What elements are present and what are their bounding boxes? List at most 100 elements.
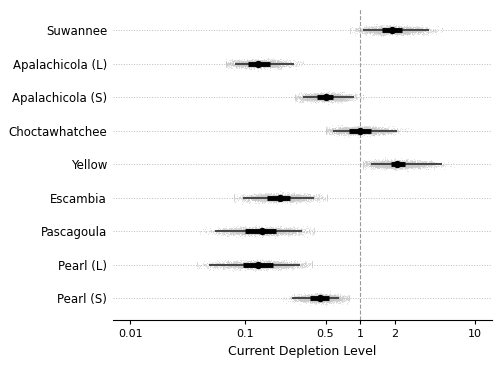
Point <box>326 293 334 299</box>
Point <box>250 229 258 235</box>
Point <box>292 192 300 198</box>
Point <box>342 128 350 134</box>
Point <box>408 27 416 33</box>
Point <box>254 264 262 269</box>
Point <box>328 296 336 302</box>
Point <box>258 60 266 66</box>
Point <box>278 194 286 200</box>
Point <box>393 27 401 33</box>
Point <box>318 294 326 299</box>
Point <box>254 62 262 68</box>
Point <box>377 29 385 34</box>
Point <box>298 229 306 235</box>
Point <box>237 260 245 266</box>
Point <box>308 93 316 99</box>
Point <box>393 25 401 31</box>
Point <box>370 33 378 38</box>
Point <box>264 197 272 203</box>
Point <box>324 94 332 100</box>
Point <box>391 29 399 35</box>
Point <box>309 297 317 303</box>
Point <box>277 226 285 232</box>
Point <box>362 160 370 166</box>
Point <box>260 61 268 67</box>
Point <box>377 27 385 33</box>
Point <box>377 27 385 33</box>
Point <box>292 261 300 267</box>
Point <box>322 291 330 297</box>
Point <box>298 195 306 201</box>
Point <box>248 62 256 68</box>
Point <box>259 229 267 235</box>
Point <box>238 260 246 266</box>
Point <box>324 196 332 202</box>
Point <box>268 61 276 67</box>
Point <box>336 294 344 299</box>
Point <box>238 262 246 268</box>
Point <box>339 129 347 135</box>
Point <box>285 194 293 200</box>
Point <box>267 56 275 62</box>
Point <box>386 27 394 33</box>
Point <box>276 194 283 200</box>
Point <box>266 262 274 268</box>
Point <box>308 295 316 300</box>
Point <box>227 264 235 270</box>
Point <box>303 191 311 197</box>
Point <box>274 229 282 235</box>
Point <box>278 192 286 198</box>
Point <box>308 294 316 300</box>
Point <box>358 128 366 134</box>
Point <box>404 161 411 167</box>
Point <box>400 30 407 36</box>
Point <box>371 127 379 133</box>
Point <box>390 23 398 29</box>
Point <box>396 160 404 165</box>
Point <box>244 258 252 264</box>
Point <box>242 58 250 64</box>
Point <box>395 27 403 33</box>
Point <box>288 196 296 202</box>
Point <box>400 161 408 167</box>
Point <box>250 57 258 63</box>
Point <box>274 263 282 269</box>
Point <box>300 229 308 235</box>
Point <box>387 165 395 171</box>
Point <box>199 226 207 232</box>
Point <box>228 262 236 268</box>
Point <box>286 226 294 232</box>
Point <box>256 261 264 267</box>
Point <box>314 96 322 101</box>
Point <box>414 160 422 165</box>
Point <box>236 66 244 71</box>
Point <box>328 294 336 300</box>
Point <box>405 28 413 34</box>
Point <box>351 128 359 134</box>
Point <box>321 296 329 302</box>
Point <box>376 127 384 133</box>
Point <box>330 292 338 298</box>
Point <box>388 29 396 35</box>
Point <box>268 193 276 198</box>
Point <box>269 59 277 65</box>
Point <box>278 227 286 233</box>
Point <box>234 259 242 265</box>
Point <box>351 128 359 134</box>
Point <box>256 194 264 199</box>
Point <box>264 193 272 199</box>
Point <box>248 60 256 66</box>
Point <box>313 95 321 101</box>
Point <box>368 128 376 134</box>
Point <box>301 195 309 201</box>
Point <box>306 293 314 299</box>
Point <box>309 297 317 303</box>
Point <box>268 225 276 231</box>
Point <box>372 161 380 167</box>
Point <box>252 223 260 229</box>
Point <box>355 127 363 133</box>
Point <box>382 30 390 36</box>
Point <box>315 96 323 102</box>
Point <box>324 97 332 102</box>
Point <box>254 60 262 66</box>
Point <box>387 158 395 164</box>
